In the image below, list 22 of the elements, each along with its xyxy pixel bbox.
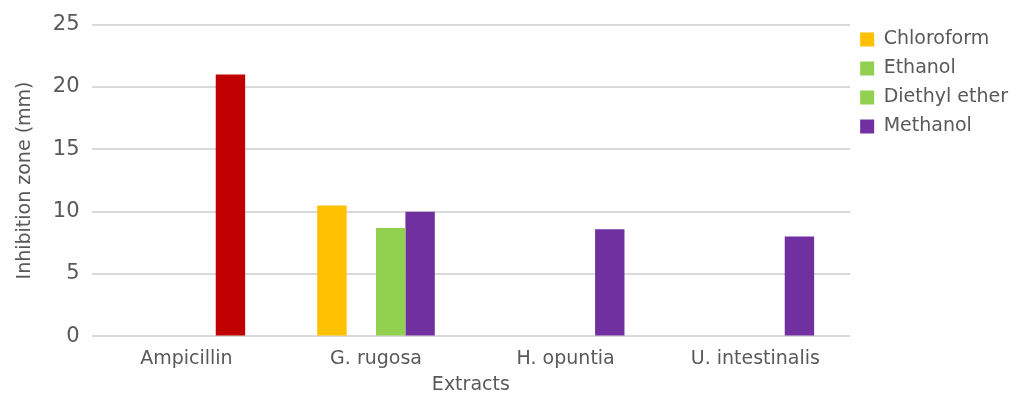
x-axis-title: Extracts [431,371,510,394]
y-axis-title: Inhibition zone (mm) [12,81,35,280]
bar [405,211,435,336]
y-tick-label: 25 [52,11,80,36]
legend-label: Ethanol [883,55,956,78]
bar [784,236,815,336]
x-tick-label: Ampicillin [140,345,233,368]
x-tick-label: H. opuntia [516,345,615,368]
y-tick-label: 10 [52,198,80,223]
bar [595,229,625,336]
y-tick-label: 0 [66,322,80,347]
bar [376,227,406,336]
y-tick-label: 5 [66,260,80,285]
legend-label: Chloroform [883,26,990,49]
legend-label: Diethyl ether [883,84,1009,107]
y-tick-label: 20 [52,73,80,98]
legend-label: Methanol [883,113,972,136]
x-tick-label: G. rugosa [330,345,422,368]
y-tick-label: 15 [52,135,80,160]
bar [215,74,246,336]
x-tick-label: U. intestinalis [690,345,820,368]
bar [317,205,347,336]
